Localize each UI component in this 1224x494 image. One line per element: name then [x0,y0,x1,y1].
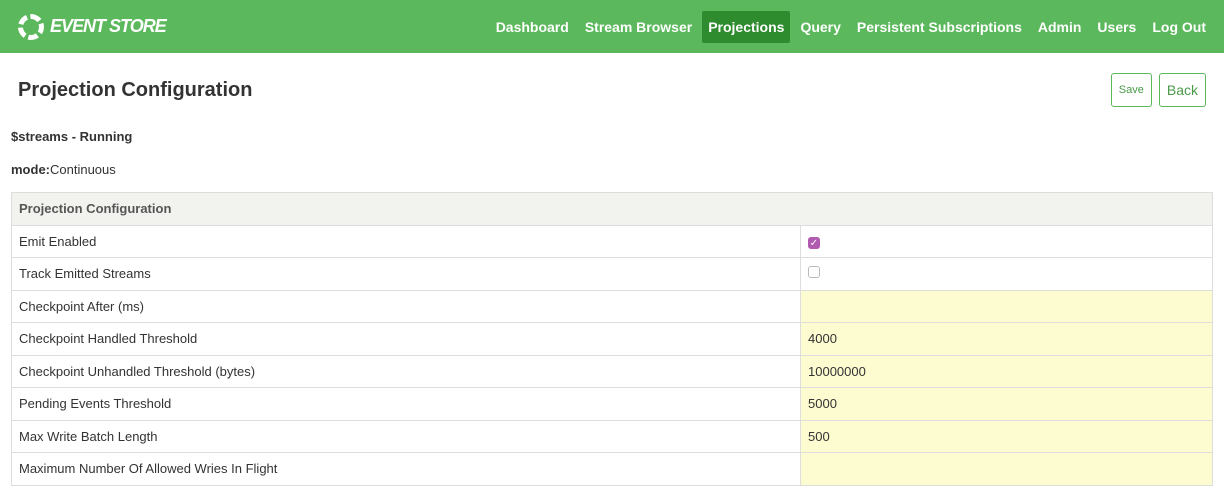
table-row: Checkpoint After (ms) [11,289,1213,323]
table-row: Checkpoint Unhandled Threshold (bytes) 10… [11,354,1213,388]
table-row: Maximum Number Of Allowed Wries In Fligh… [11,452,1213,486]
projection-mode: mode:Continuous [11,162,116,177]
row-label: Checkpoint Unhandled Threshold (bytes) [11,354,801,388]
table-row: Max Write Batch Length 500 [11,419,1213,453]
nav-dashboard[interactable]: Dashboard [495,18,569,35]
nav-log-out[interactable]: Log Out [1152,18,1206,35]
config-table: Projection Configuration Emit Enabled ✓ T… [11,192,1213,486]
row-label: Pending Events Threshold [11,387,801,421]
table-row: Pending Events Threshold 5000 [11,387,1213,421]
emit-enabled-checkbox[interactable]: ✓ [808,236,820,249]
logo[interactable]: EVENT STORE [18,13,167,40]
table-row: Emit Enabled ✓ [11,224,1213,258]
nav-query[interactable]: Query [800,18,841,35]
table-row: Checkpoint Handled Threshold 4000 [11,322,1213,356]
nav-users[interactable]: Users [1097,18,1137,35]
row-label: Maximum Number Of Allowed Wries In Fligh… [11,452,801,486]
table-header: Projection Configuration [11,192,1213,226]
row-label: Checkpoint After (ms) [11,289,801,323]
back-button[interactable]: Back [1158,73,1206,107]
row-value-input[interactable]: 5000 [800,387,1213,421]
row-value-input[interactable] [800,452,1213,486]
nav-stream-browser[interactable]: Stream Browser [584,18,693,35]
row-label: Max Write Batch Length [11,419,801,453]
row-value-input[interactable]: 10000000 [800,354,1213,388]
page-title: Projection Configuration [18,78,253,101]
nav-admin[interactable]: Admin [1037,18,1082,35]
save-button[interactable]: Save [1110,73,1152,107]
projection-status: $streams - Running [11,129,133,144]
row-value-input[interactable]: 500 [800,419,1213,453]
row-value-input[interactable]: 4000 [800,322,1213,356]
row-value-input[interactable] [800,289,1213,323]
nav-persistent-subscriptions[interactable]: Persistent Subscriptions [856,18,1022,35]
navbar: EVENT STORE Dashboard Stream Browser Proje… [0,0,1224,53]
logo-icon [18,13,44,40]
nav-menu: Dashboard Stream Browser Projections Query P… [490,10,1212,43]
track-emitted-checkbox[interactable] [808,266,820,279]
table-row: Track Emitted Streams [11,257,1213,291]
nav-projections[interactable]: Projections [702,10,791,43]
row-label: Checkpoint Handled Threshold [11,322,801,356]
